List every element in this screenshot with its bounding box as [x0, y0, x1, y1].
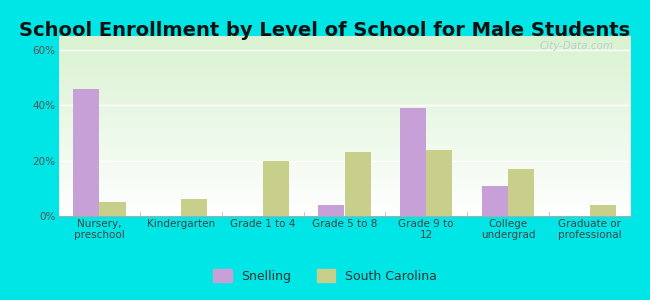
Bar: [181, 200, 207, 216]
Bar: [508, 169, 534, 216]
Bar: [344, 152, 370, 216]
Bar: [99, 202, 125, 216]
Bar: [73, 88, 99, 216]
Text: City-Data.com: City-Data.com: [540, 41, 614, 51]
Bar: [400, 108, 426, 216]
Bar: [318, 205, 344, 216]
Bar: [426, 149, 452, 216]
Legend: Snelling, South Carolina: Snelling, South Carolina: [208, 264, 442, 288]
Bar: [263, 160, 289, 216]
Bar: [590, 205, 616, 216]
Bar: [482, 185, 508, 216]
Text: School Enrollment by Level of School for Male Students: School Enrollment by Level of School for…: [20, 21, 630, 40]
